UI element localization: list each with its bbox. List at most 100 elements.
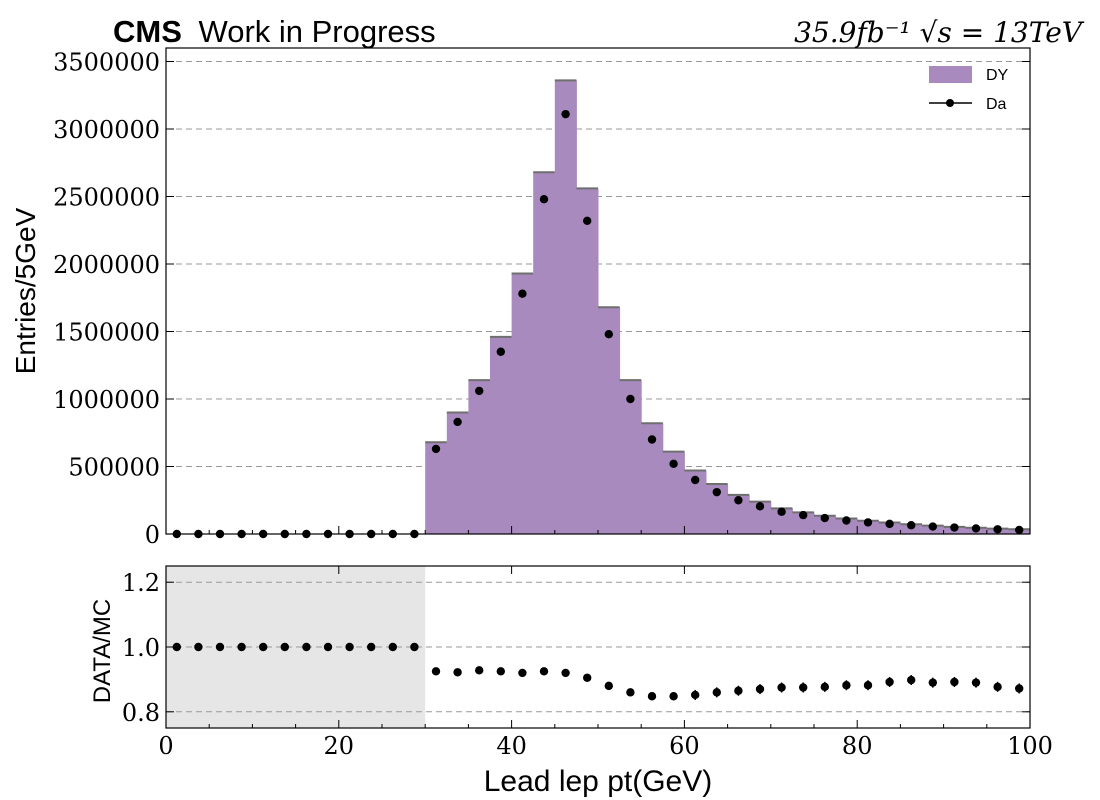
ratio-x-tick-label: 100	[1007, 732, 1053, 760]
data-point	[950, 523, 959, 532]
data-point	[712, 487, 721, 497]
ratio-x-tick-label: 40	[496, 732, 527, 760]
ratio-point	[475, 666, 484, 675]
ratio-point	[172, 642, 181, 652]
ratio-point	[907, 675, 916, 685]
ratio-point	[734, 686, 743, 695]
data-point	[971, 524, 981, 533]
data-point	[928, 522, 937, 531]
dy-bar	[533, 172, 556, 534]
dy-bar	[814, 515, 837, 534]
cms-label: CMS	[113, 14, 182, 49]
data-point	[993, 525, 1002, 534]
ratio-points	[172, 642, 1024, 701]
data-points	[172, 109, 1024, 539]
main-y-tick-label: 500000	[68, 454, 160, 482]
ratio-point	[388, 642, 397, 652]
main-panel: 0 500000 1000000 1500000 2000000 2500000 30000…	[10, 47, 1031, 549]
data-point	[842, 516, 851, 525]
ratio-x-tick-label: 60	[669, 732, 700, 760]
ratio-point	[237, 642, 246, 652]
data-point	[647, 435, 657, 444]
data-point	[691, 475, 700, 485]
main-y-ticks: 0 500000 1000000 1500000 2000000 2500000 30000…	[53, 49, 1030, 549]
ratio-point	[712, 688, 721, 697]
main-y-tick-label: 2000000	[53, 251, 160, 279]
data-point	[431, 444, 441, 454]
ratio-point	[691, 690, 700, 700]
ratio-point	[259, 642, 268, 652]
data-point	[496, 347, 505, 356]
main-x-ticks	[165, 526, 1031, 534]
ratio-point	[561, 668, 570, 678]
dy-bar	[792, 512, 815, 534]
dy-bar	[749, 501, 772, 534]
data-point	[734, 496, 743, 505]
ratio-point	[323, 642, 333, 652]
ratio-point	[755, 684, 765, 694]
ratio-point	[431, 667, 441, 676]
dy-bar	[446, 412, 469, 534]
ratio-point	[539, 667, 549, 676]
data-point	[626, 394, 635, 404]
dy-bar	[576, 188, 599, 534]
dy-bar	[554, 80, 577, 535]
ratio-point	[950, 677, 959, 687]
data-point	[755, 502, 765, 511]
ratio-y-axis-label: DATA/MC	[89, 599, 116, 703]
data-point	[561, 109, 570, 119]
data-point	[583, 216, 592, 225]
ratio-point	[604, 681, 613, 691]
ratio-point	[885, 677, 894, 687]
data-point	[863, 518, 873, 527]
data-point	[885, 519, 894, 529]
dy-bar	[857, 520, 880, 534]
ratio-point	[453, 668, 462, 677]
ratio-panel: 0.8 1.0 1.2 0 20 40 60 80 100 DATA/MC Lead lep …	[89, 565, 1053, 798]
dy-bar	[706, 484, 729, 534]
ratio-point	[410, 642, 419, 652]
ratio-point	[820, 682, 829, 692]
ratio-point	[647, 692, 657, 701]
dy-bar	[619, 380, 642, 534]
main-y-tick-label: 0	[145, 521, 160, 549]
ratio-x-tick-label: 80	[842, 732, 873, 760]
main-y-tick-label: 2500000	[53, 184, 160, 212]
ratio-point	[367, 642, 376, 652]
ratio-y-tick-label: 1.2	[122, 569, 160, 597]
ratio-point	[842, 681, 851, 690]
ratio-x-tick-label: 0	[158, 732, 173, 760]
dy-bar	[878, 522, 901, 534]
data-point	[604, 330, 613, 339]
data-point	[1015, 525, 1024, 535]
legend-data-label: Da	[986, 96, 1007, 113]
dy-bar	[641, 423, 664, 534]
ratio-point	[215, 642, 225, 652]
data-point	[475, 386, 484, 396]
ratio-point	[194, 642, 203, 652]
legend-dy-label: DY	[986, 67, 1009, 84]
ratio-point	[777, 683, 786, 692]
dy-bar	[425, 442, 448, 534]
ratio-point	[626, 688, 635, 697]
ratio-x-ticks: 0 20 40 60 80 100	[158, 566, 1053, 760]
ratio-point	[971, 678, 981, 687]
dy-bar	[662, 451, 685, 534]
main-y-tick-label: 3000000	[53, 116, 160, 144]
svg-text:CMS Work in Progress: CMS Work in Progress	[113, 14, 436, 49]
ratio-point	[345, 642, 354, 652]
ratio-y-ticks: 0.8 1.0 1.2	[122, 569, 1030, 727]
x-axis-label: Lead lep pt(GeV)	[484, 765, 712, 798]
ratio-x-tick-label: 20	[324, 732, 355, 760]
ratio-point	[928, 678, 937, 687]
luminosity-label: 35.9fb⁻¹ √s = 13TeV	[794, 16, 1085, 49]
dy-histogram	[425, 79, 1031, 535]
ratio-y-tick-label: 1.0	[122, 634, 160, 662]
ratio-point	[302, 642, 311, 652]
main-y-tick-label: 3500000	[53, 49, 160, 77]
ratio-point	[669, 692, 678, 701]
legend: DY Da	[929, 66, 1009, 113]
ratio-point	[1015, 684, 1024, 693]
main-y-tick-label: 1000000	[53, 386, 160, 414]
